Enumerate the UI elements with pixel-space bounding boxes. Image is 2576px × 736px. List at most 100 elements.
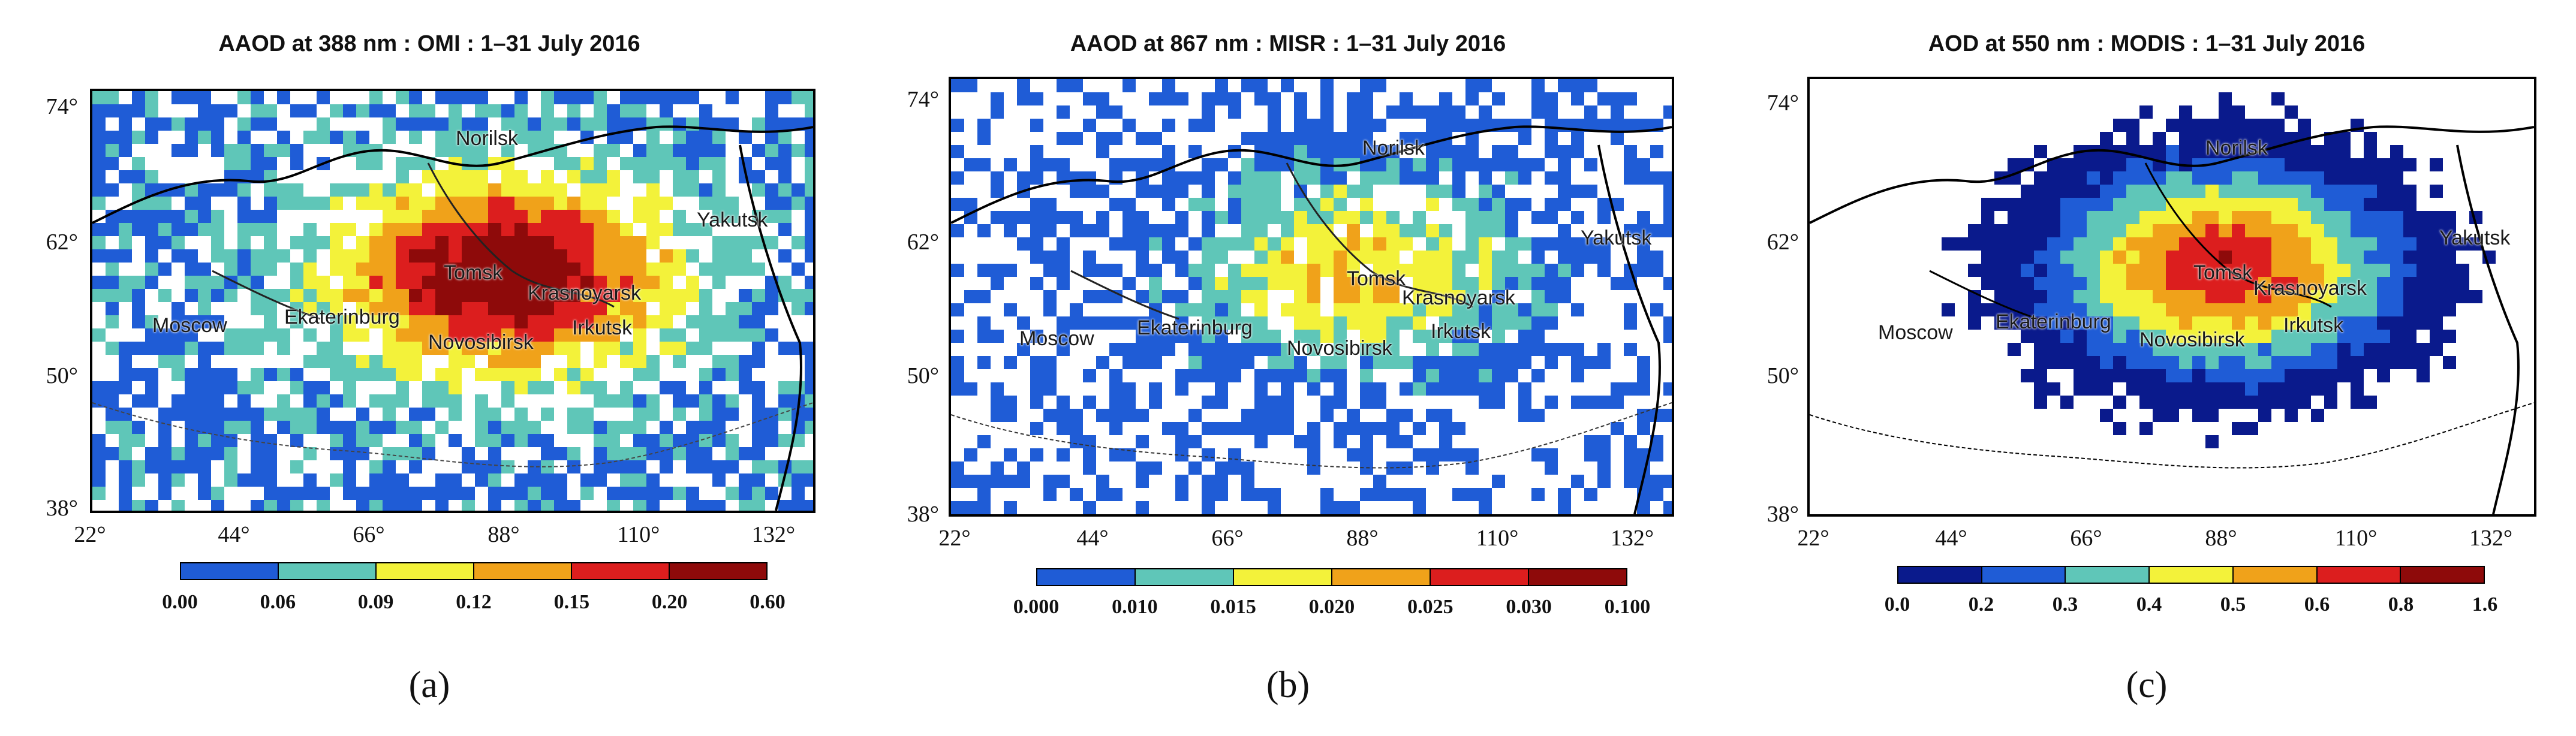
- grid-cell: [1492, 461, 1505, 475]
- grid-cell: [1518, 330, 1531, 343]
- grid-cell: [1149, 158, 1162, 171]
- grid-cell: [92, 460, 106, 473]
- grid-cell: [1611, 237, 1624, 251]
- grid-cell: [185, 342, 198, 355]
- grid-cell: [1360, 277, 1373, 290]
- grid-cell: [567, 157, 580, 170]
- grid-cell: [1624, 224, 1637, 237]
- grid-cell: [594, 328, 607, 342]
- grid-cell: [317, 500, 330, 511]
- colorbar-swatch: [1037, 569, 1136, 585]
- grid-cell: [1624, 158, 1637, 171]
- grid-cell: [211, 289, 224, 302]
- grid-cell: [2074, 92, 2087, 105]
- grid-cell: [1611, 448, 1624, 461]
- grid-cell: [1518, 145, 1531, 158]
- grid-cell: [633, 434, 646, 447]
- grid-cell: [1320, 330, 1334, 343]
- grid-cell: [171, 315, 185, 328]
- grid-cell: [1162, 171, 1175, 185]
- grid-cell: [541, 408, 554, 421]
- grid-cell: [1545, 264, 1558, 277]
- grid-cell: [369, 276, 383, 289]
- grid-cell: [1862, 79, 1876, 92]
- grid-cell: [1017, 92, 1030, 105]
- colorbar-swatch: [2066, 567, 2150, 583]
- grid-cell: [119, 408, 132, 421]
- grid-cell: [1531, 237, 1545, 251]
- grid-cell: [1057, 303, 1070, 316]
- grid-cell: [106, 210, 119, 223]
- grid-cell: [1334, 396, 1347, 409]
- grid-cell: [2351, 92, 2364, 105]
- grid-cell: [396, 473, 409, 487]
- grid-cell: [673, 381, 686, 394]
- grid-cell: [1215, 303, 1228, 316]
- grid-cell: [2443, 79, 2456, 92]
- grid-cell: [580, 315, 594, 328]
- grid-cell: [211, 394, 224, 408]
- grid-cell: [1928, 79, 1942, 92]
- grid-cell: [1558, 435, 1571, 448]
- grid-cell: [1043, 303, 1057, 316]
- grid-cell: [1281, 369, 1294, 382]
- grid-cell: [554, 263, 567, 276]
- grid-cell: [1334, 237, 1347, 251]
- grid-cell: [145, 104, 158, 117]
- grid-cell: [119, 170, 132, 183]
- grid-cell: [977, 158, 991, 171]
- grid-cell: [1452, 488, 1465, 501]
- grid-cell: [673, 394, 686, 408]
- grid-cell: [1386, 198, 1400, 211]
- grid-cell: [264, 263, 277, 276]
- grid-cell: [211, 408, 224, 421]
- grid-cell: [1070, 303, 1083, 316]
- lat-label-74: 74°: [907, 87, 939, 112]
- grid-cell: [633, 210, 646, 223]
- grid-cell: [1109, 330, 1123, 343]
- grid-cell: [1215, 198, 1228, 211]
- grid-cell: [805, 197, 813, 210]
- grid-cell: [317, 302, 330, 315]
- grid-cell: [1465, 303, 1479, 316]
- grid-cell: [1241, 105, 1254, 119]
- grid-cell: [501, 144, 514, 157]
- grid-cell: [501, 117, 514, 131]
- grid-cell: [541, 302, 554, 315]
- city-yakutsk: Yakutsk: [1581, 227, 1652, 249]
- grid-cell: [1004, 343, 1017, 356]
- grid-cell: [303, 223, 317, 236]
- grid-cell: [1215, 251, 1228, 264]
- grid-cell: [264, 223, 277, 236]
- grid-cell: [805, 408, 813, 421]
- grid-cell: [1386, 119, 1400, 132]
- grid-cell: [1571, 475, 1584, 488]
- grid-cell: [1347, 224, 1360, 237]
- grid-cell: [1968, 105, 1981, 119]
- grid-cell: [1663, 92, 1672, 105]
- grid-cell: [1162, 343, 1175, 356]
- grid-cell: [1123, 132, 1136, 145]
- grid-cell: [2271, 79, 2285, 92]
- grid-cell: [2469, 92, 2482, 105]
- grid-cell: [951, 185, 964, 198]
- grid-cell: [396, 302, 409, 315]
- grid-cell: [977, 369, 991, 382]
- grid-cell: [1452, 251, 1465, 264]
- grid-cell: [594, 157, 607, 170]
- grid-cell: [1215, 171, 1228, 185]
- grid-cell: [964, 435, 977, 448]
- grid-cell: [1254, 171, 1268, 185]
- grid-cell: [1004, 158, 1017, 171]
- grid-cell: [514, 421, 528, 434]
- grid-cell: [369, 487, 383, 500]
- grid-cell: [1004, 198, 1017, 211]
- grid-cell: [211, 447, 224, 460]
- grid-cell: [1531, 290, 1545, 303]
- grid-cell: [2166, 105, 2179, 119]
- grid-cell: [1584, 211, 1597, 224]
- grid-cell: [264, 236, 277, 249]
- grid-cell: [501, 302, 514, 315]
- grid-cell: [435, 91, 449, 104]
- lon-label-110: 110°: [2334, 526, 2378, 551]
